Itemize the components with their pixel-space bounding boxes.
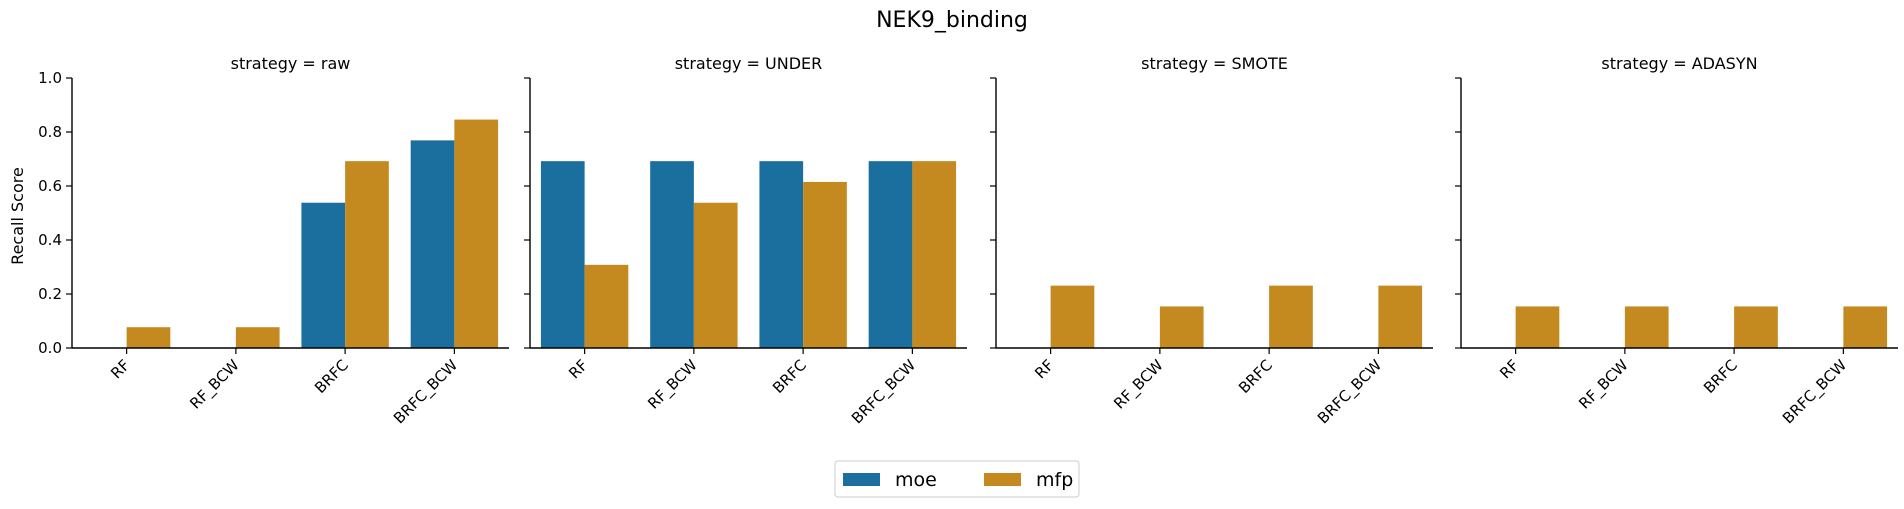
bar-moe-brfc	[759, 161, 804, 348]
facet-panel: strategy = ADASYN RF RF_BCW BRFC BRFC_BCW	[1455, 54, 1898, 428]
bar-mfp-rf-bcw	[235, 327, 280, 348]
y-tick-label: 1.0	[38, 69, 62, 87]
y-tick-label: 0.4	[38, 231, 62, 249]
x-tick-label: BRFC_BCW	[1314, 356, 1386, 428]
x-tick-label: RF	[107, 356, 133, 382]
bar-moe-rf	[540, 161, 585, 348]
bar-mfp-brfc	[1269, 285, 1313, 348]
bar-mfp-rf	[126, 327, 171, 348]
bar-mfp-brfc	[345, 161, 389, 348]
legend: moe mfp	[834, 460, 1080, 498]
facet-title: strategy = UNDER	[675, 54, 823, 73]
facet-panel: strategy = raw 0.0 0.2 0.4 0.6 0.8 1.0 RF RF_BCW…	[38, 54, 509, 428]
bar-mfp-brfc	[1734, 306, 1778, 348]
bar-mfp-rf-bcw	[1159, 306, 1204, 348]
bar-mfp-brfc-bcw	[1378, 285, 1423, 348]
bar-mfp-rf	[1050, 285, 1095, 348]
y-tick-label: 0.2	[38, 285, 62, 303]
facet-title: strategy = raw	[231, 54, 351, 73]
facet-title: strategy = SMOTE	[1141, 54, 1288, 73]
legend-label-moe: moe	[895, 469, 937, 491]
x-tick-label: RF_BCW	[1110, 356, 1167, 413]
x-tick-label: BRFC_BCW	[848, 356, 920, 428]
facet-panel: strategy = UNDER RF RF_BCW BRFC BRFC_BCW	[524, 54, 967, 428]
x-tick-label: BRFC	[311, 356, 352, 397]
y-tick-label: 0.6	[38, 177, 62, 195]
bar-mfp-brfc	[803, 181, 847, 348]
bar-moe-rf-bcw	[650, 161, 694, 348]
chart-title: NEK9_binding	[876, 8, 1028, 33]
facet-panel: strategy = SMOTE RF RF_BCW BRFC BRFC_BCW	[990, 54, 1433, 428]
x-tick-label: BRFC	[1700, 356, 1741, 397]
legend-swatch-mfp	[984, 473, 1021, 486]
bar-mfp-brfc-bcw	[1843, 306, 1888, 348]
x-tick-label: RF	[565, 356, 591, 382]
bar-moe-brfc-bcw	[410, 140, 455, 348]
legend-swatch-moe	[843, 473, 880, 486]
bar-moe-brfc-bcw	[868, 161, 913, 348]
x-tick-label: RF	[1031, 356, 1057, 382]
y-tick-label: 0.0	[38, 339, 62, 357]
bar-mfp-rf-bcw	[693, 202, 738, 348]
y-axis-label: Recall Score	[8, 167, 27, 265]
facets-group: strategy = raw 0.0 0.2 0.4 0.6 0.8 1.0 RF RF_BCW…	[38, 54, 1898, 428]
bar-mfp-rf	[584, 264, 629, 348]
x-tick-label: RF_BCW	[644, 356, 701, 413]
x-tick-label: RF_BCW	[186, 356, 243, 413]
bar-mfp-brfc-bcw	[912, 161, 957, 348]
y-tick-label: 0.8	[38, 123, 62, 141]
bar-mfp-brfc-bcw	[454, 119, 499, 348]
bar-moe-brfc	[301, 202, 346, 348]
x-tick-label: BRFC	[1235, 356, 1276, 397]
facet-title: strategy = ADASYN	[1601, 54, 1757, 73]
x-tick-label: RF	[1496, 356, 1522, 382]
bar-mfp-rf-bcw	[1624, 306, 1669, 348]
bar-mfp-rf	[1515, 306, 1560, 348]
legend-label-mfp: mfp	[1036, 469, 1073, 491]
x-tick-label: BRFC	[769, 356, 810, 397]
x-tick-label: BRFC_BCW	[1779, 356, 1851, 428]
legend-frame	[834, 460, 1080, 498]
x-tick-label: RF_BCW	[1575, 356, 1632, 413]
x-tick-label: BRFC_BCW	[390, 356, 462, 428]
